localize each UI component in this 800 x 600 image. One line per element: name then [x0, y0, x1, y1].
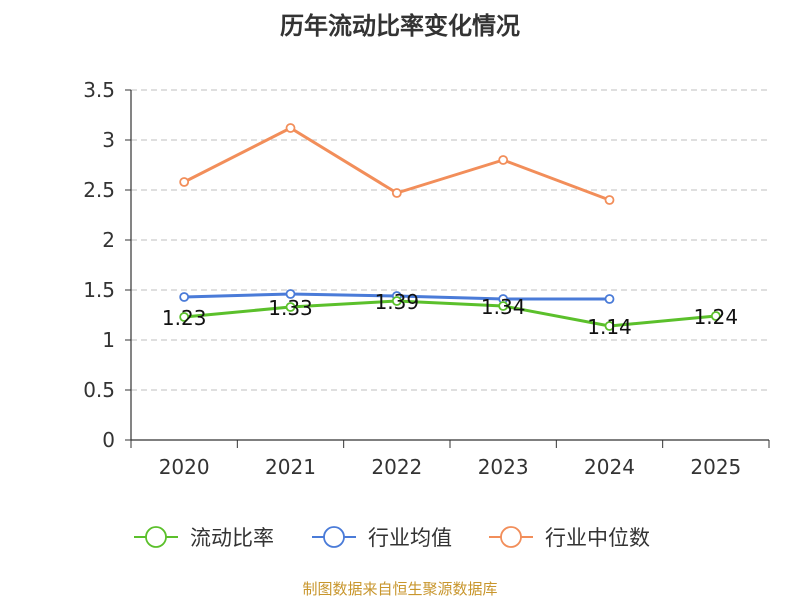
y-tick-label: 3.5 [83, 78, 115, 102]
series-layer [179, 123, 721, 331]
y-tick-label: 3 [102, 128, 115, 152]
y-tick-label: 1.5 [83, 278, 115, 302]
chart-title: 历年流动比率变化情况 [280, 12, 520, 40]
legend-label: 流动比率 [190, 526, 274, 550]
data-point [498, 155, 509, 165]
data-point [710, 311, 721, 321]
y-tick-label: 2 [102, 228, 115, 252]
legend: 流动比率 行业均值 行业中位数 [134, 526, 650, 550]
y-tick-label: 0.5 [83, 378, 115, 402]
x-tick-label: 2023 [478, 455, 529, 479]
legend-marker [500, 526, 522, 548]
y-tick-label: 0 [102, 428, 115, 452]
axes [130, 90, 769, 441]
legend-item-2: 行业中位数 [489, 526, 650, 550]
grid-lines [131, 89, 769, 391]
data-point [179, 292, 190, 302]
x-tick-label: 2021 [265, 455, 316, 479]
x-tick-label: 2025 [690, 455, 741, 479]
x-tick-label: 2020 [159, 455, 210, 479]
data-label: 1.33 [268, 296, 313, 320]
y-tick-label: 1 [102, 328, 115, 352]
x-tick-label: 2024 [584, 455, 635, 479]
data-point [604, 294, 615, 304]
data-point [604, 321, 615, 331]
data-point [179, 177, 190, 187]
data-label: 1.14 [587, 315, 632, 339]
data-label: 1.23 [162, 306, 207, 330]
y-axis-ticks: 0 0.5 1 1.5 2 2.5 3 3.5 [83, 78, 131, 452]
data-labels: 1.23 1.33 1.39 1.34 1.14 1.24 [162, 290, 738, 339]
legend-marker [323, 526, 345, 548]
data-point [285, 123, 296, 133]
legend-item-1: 行业均值 [312, 526, 452, 550]
x-tick-label: 2022 [371, 455, 422, 479]
data-point [604, 195, 615, 205]
data-point [285, 302, 296, 312]
data-point [285, 289, 296, 299]
x-axis-ticks: 2020 2021 2022 2023 2024 2025 [130, 440, 770, 479]
data-point [391, 296, 402, 306]
data-point [179, 312, 190, 322]
legend-item-0: 流动比率 [134, 526, 274, 550]
series-line-0 [184, 299, 716, 328]
data-point [498, 301, 509, 311]
data-point [391, 188, 402, 198]
legend-marker [145, 526, 167, 548]
legend-label: 行业均值 [368, 526, 452, 550]
data-label: 1.24 [694, 305, 739, 329]
data-label: 1.39 [375, 290, 420, 314]
source-note: 制图数据来自恒生聚源数据库 [302, 580, 498, 598]
y-tick-label: 2.5 [83, 178, 115, 202]
data-label: 1.34 [481, 295, 526, 319]
legend-label: 行业中位数 [545, 526, 650, 550]
